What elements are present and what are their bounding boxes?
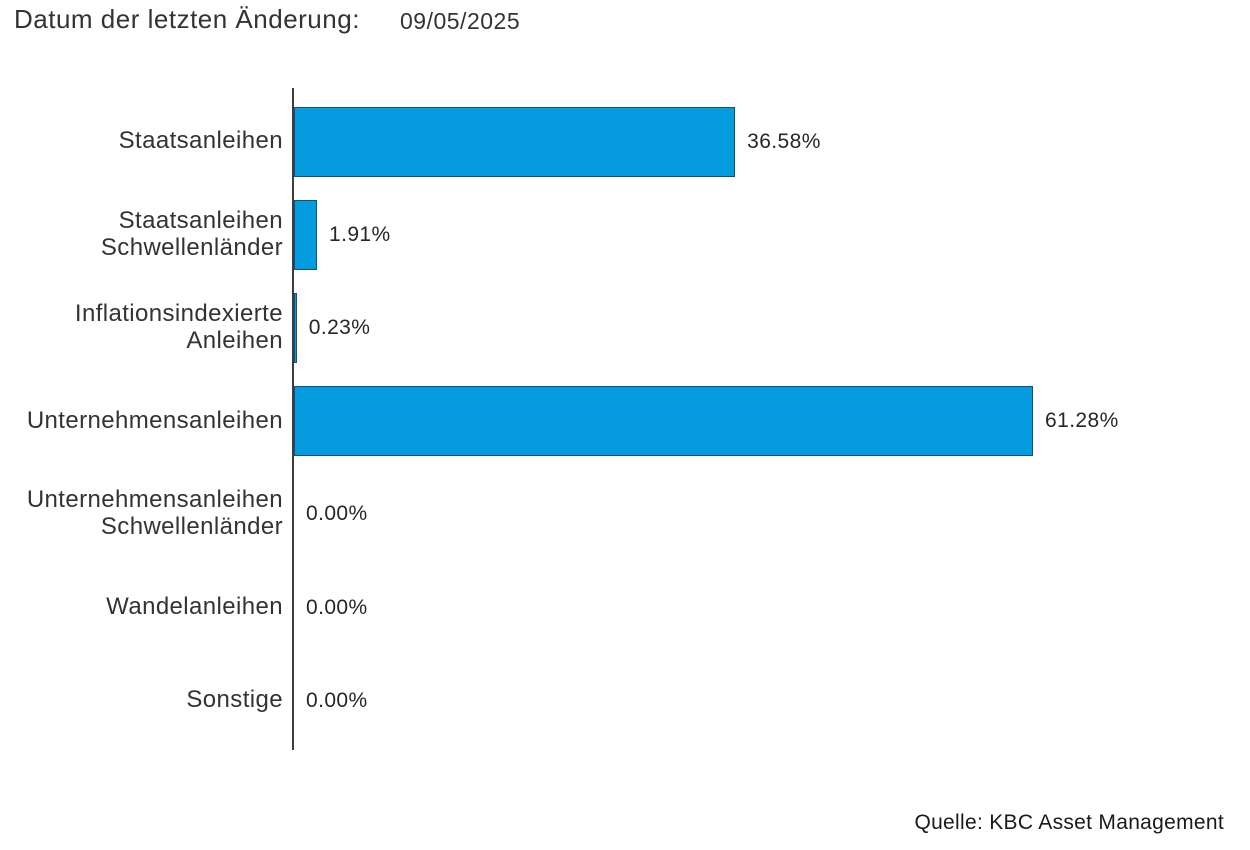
value-label: 0.00% <box>306 595 368 619</box>
chart-row: Unternehmensanleihen Schwellenländer 0.0… <box>0 468 1250 561</box>
category-label: Staatsanleihen Schwellenländer <box>100 206 283 261</box>
bar-cell: 61.28% <box>292 375 1250 468</box>
chart-row: Unternehmensanleihen 61.28% <box>0 375 1250 468</box>
chart-row: Staatsanleihen 36.58% <box>0 95 1250 188</box>
value-label: 36.58% <box>747 129 821 153</box>
value-label: 0.00% <box>306 502 368 526</box>
bar <box>294 106 736 177</box>
category-label: Staatsanleihen <box>118 127 283 155</box>
bar-chart: Staatsanleihen 36.58% Staatsanleihen Sch… <box>0 88 1250 750</box>
bar-cell: 0.00% <box>292 654 1250 747</box>
header: Datum der letzten Änderung: 09/05/2025 <box>14 4 914 44</box>
y-axis-line <box>292 88 294 750</box>
bar <box>294 199 318 270</box>
chart-row: Inflationsindexierte Anleihen 0.23% <box>0 281 1250 374</box>
last-change-date: 09/05/2025 <box>400 8 521 34</box>
bar-cell: 0.23% <box>292 281 1250 374</box>
bar <box>294 386 1034 457</box>
chart-rows: Staatsanleihen 36.58% Staatsanleihen Sch… <box>0 95 1250 747</box>
chart-row: Wandelanleihen 0.00% <box>0 561 1250 654</box>
category-label: Inflationsindexierte Anleihen <box>74 300 283 354</box>
chart-row: Sonstige 0.00% <box>0 654 1250 747</box>
last-change-label: Datum der letzten Änderung: <box>14 4 360 34</box>
bar-cell: 1.91% <box>292 188 1250 281</box>
category-label: Sonstige <box>186 686 283 714</box>
category-label: Unternehmensanleihen <box>26 406 283 434</box>
bar-cell: 0.00% <box>292 561 1250 654</box>
value-label: 0.23% <box>308 315 371 339</box>
value-label: 61.28% <box>1045 409 1119 433</box>
bar-cell: 0.00% <box>292 468 1250 561</box>
category-label: Unternehmensanleihen Schwellenländer <box>26 486 283 541</box>
bar <box>294 292 297 363</box>
value-label: 1.91% <box>329 222 391 246</box>
bar-cell: 36.58% <box>292 95 1250 188</box>
source-note: Quelle: KBC Asset Management <box>914 811 1224 834</box>
category-label: Wandelanleihen <box>106 593 283 621</box>
value-label: 0.00% <box>306 688 368 712</box>
chart-row: Staatsanleihen Schwellenländer 1.91% <box>0 188 1250 281</box>
